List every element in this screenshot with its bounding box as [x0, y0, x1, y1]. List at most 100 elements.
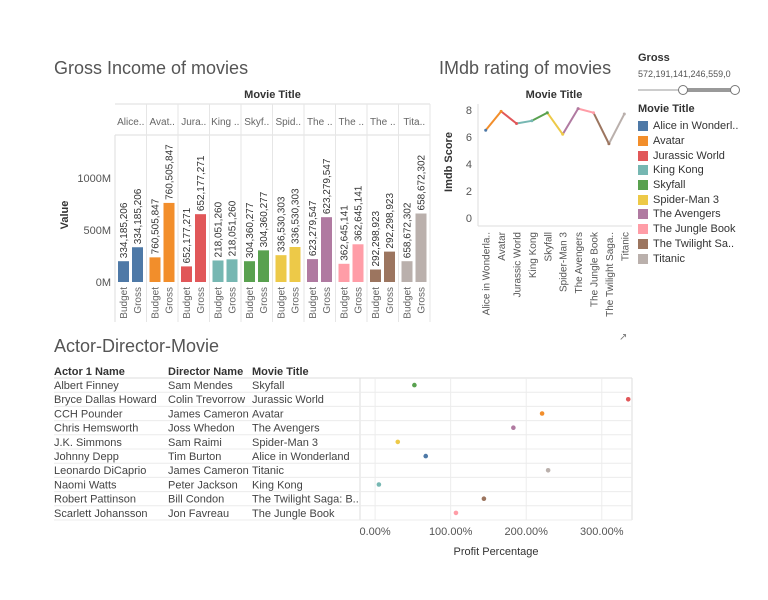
bar-value-label: 658,672,302 [403, 202, 414, 258]
bar-value-label: 292,298,923 [385, 193, 396, 249]
bar-category-label: Gross [259, 287, 270, 314]
bar-value-label: 218,051,260 [228, 200, 239, 256]
bar-category-label: Gross [385, 287, 396, 314]
legend-swatch [638, 150, 648, 161]
legend-item[interactable]: Alice in Wonderl.. [638, 119, 748, 134]
legend-label: The Jungle Book [653, 223, 736, 236]
bar-value-label: 652,177,271 [196, 155, 207, 211]
bar-value-label: 658,672,302 [417, 154, 428, 210]
legend-item[interactable]: The Twilight Sa.. [638, 237, 748, 252]
legend-item[interactable]: King Kong [638, 163, 748, 178]
legend-swatch [638, 224, 648, 235]
bar-value-label: 652,177,271 [182, 207, 193, 263]
bar [401, 261, 413, 282]
legend-label: Jurassic World [653, 149, 725, 162]
bar [212, 260, 224, 282]
bar [118, 261, 129, 282]
bar-category-label: Gross [228, 287, 239, 314]
group-header-label: Tita.. [403, 117, 425, 128]
legend-item[interactable]: Jurassic World [638, 148, 748, 163]
bar-y-tick-label: 1000M [77, 173, 111, 185]
bar-value-label: 760,505,847 [151, 198, 162, 254]
bar-value-label: 623,279,547 [322, 158, 333, 214]
gross-filter: Gross 572,191,141,246,559,0 [638, 52, 748, 95]
popout-icon[interactable]: ↗ [619, 332, 628, 343]
bar-category-label: Budget [245, 287, 256, 319]
group-header-label: The .. [307, 117, 333, 128]
legend-label: Skyfall [653, 179, 686, 192]
bar-category-label: Budget [340, 287, 351, 319]
bar-category-label: Budget [214, 287, 225, 319]
legend-label: The Twilight Sa.. [653, 237, 735, 250]
bar-category-label: Budget [119, 287, 130, 319]
bar-category-label: Budget [277, 287, 288, 319]
bar-category-label: Budget [308, 287, 319, 319]
table-chart-title: Actor-Director-Movie [54, 336, 220, 356]
bar-category-label: Gross [133, 287, 144, 314]
bar [307, 259, 318, 282]
bar-value-label: 218,051,260 [214, 201, 225, 257]
slider-fill [682, 88, 736, 92]
bar-category-label: Gross [196, 287, 207, 314]
bar-category-label: Budget [371, 287, 382, 319]
bar-y-axis-label: Value [59, 201, 71, 230]
bar-value-label: 304,360,277 [259, 191, 270, 247]
gross-chart-title: Gross Income of movies [54, 58, 249, 78]
bar [258, 250, 269, 282]
legend-item[interactable]: Titanic [638, 251, 748, 266]
bar [415, 213, 427, 282]
bar [181, 266, 192, 282]
slider-max-handle[interactable] [730, 85, 740, 95]
bar [352, 244, 364, 282]
legend-swatch [638, 209, 648, 220]
bar-category-label: Budget [182, 287, 193, 319]
bar-value-label: 362,645,141 [340, 205, 351, 261]
bar-value-label: 623,279,547 [308, 200, 319, 256]
bar [321, 217, 332, 282]
group-header-label: The .. [370, 117, 396, 128]
bar-category-label: Gross [417, 287, 428, 314]
gross-filter-range: 572,191,141,246,559,0 [638, 69, 731, 79]
group-header-label: Avat.. [150, 117, 175, 128]
legend-swatch [638, 238, 648, 249]
bar-value-label: 362,645,141 [354, 185, 365, 241]
bar-value-label: 336,530,303 [291, 188, 302, 244]
slider-min-handle[interactable] [678, 85, 688, 95]
bar [244, 261, 255, 282]
bar-y-tick-label: 0M [96, 277, 111, 289]
bar [338, 263, 350, 282]
bar-category-label: Gross [354, 287, 365, 314]
bar [289, 247, 301, 282]
legend-label: Alice in Wonderl.. [653, 120, 739, 133]
bar [132, 247, 143, 282]
legend-swatch [638, 253, 648, 264]
bar-value-label: 334,185,206 [119, 202, 130, 258]
imdb-chart-title: IMdb rating of movies [439, 58, 612, 78]
legend-item[interactable]: The Avengers [638, 207, 748, 222]
bar [226, 259, 238, 282]
legend-label: Spider-Man 3 [653, 193, 720, 206]
legend-label: Titanic [653, 252, 685, 265]
gross-range-slider[interactable] [638, 85, 740, 95]
legend-item[interactable]: The Jungle Book [638, 222, 748, 237]
bar-value-label: 334,185,206 [133, 188, 144, 244]
group-header-label: King .. [211, 117, 239, 128]
legend-swatch [638, 165, 648, 176]
legend-label: King Kong [653, 164, 704, 177]
legend-label: Avatar [653, 135, 685, 148]
bar [275, 255, 287, 282]
bar-category-label: Budget [403, 287, 414, 319]
legend-item[interactable]: Avatar [638, 134, 748, 149]
legend-label: The Avengers [653, 208, 721, 221]
gross-filter-label: Gross [638, 52, 670, 64]
legend-title: Movie Title [638, 103, 695, 115]
bar [195, 214, 206, 282]
legend-item[interactable]: Spider-Man 3 [638, 192, 748, 207]
group-header-label: Skyf.. [244, 117, 269, 128]
bar-category-label: Budget [151, 287, 162, 319]
legend-item[interactable]: Skyfall [638, 178, 748, 193]
bar [149, 257, 161, 282]
legend-swatch [638, 194, 648, 205]
